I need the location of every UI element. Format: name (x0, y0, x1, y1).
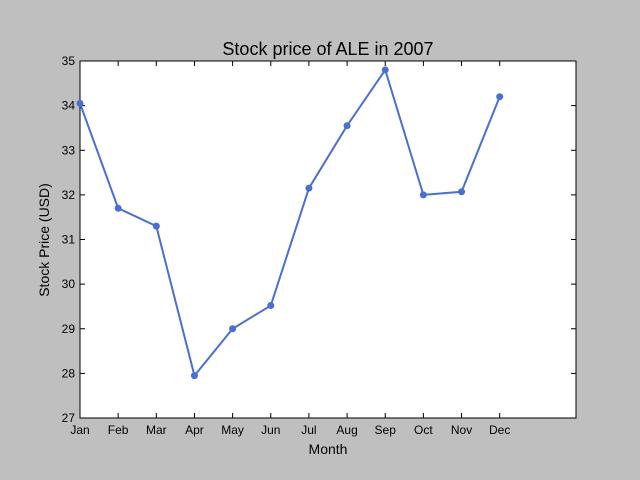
x-tick-label: Apr (185, 423, 204, 437)
x-tick-label: May (221, 423, 244, 437)
series-layer (76, 66, 504, 380)
data-point-feb (114, 204, 122, 212)
y-tick-label: 31 (62, 233, 76, 247)
x-tick-label: Jun (261, 423, 280, 437)
chart-title: Stock price of ALE in 2007 (222, 39, 433, 59)
x-tick-label: Jan (70, 423, 89, 437)
data-point-aug (343, 122, 351, 130)
x-tick-label: Sep (375, 423, 397, 437)
y-tick-label: 34 (62, 99, 76, 113)
y-tick-label: 30 (62, 277, 76, 291)
data-point-jun (267, 302, 275, 310)
x-tick-label: Aug (336, 423, 357, 437)
y-tick-label: 35 (62, 54, 76, 68)
data-point-jul (305, 184, 313, 192)
x-tick-label: Feb (108, 423, 129, 437)
x-tick-label: Dec (489, 423, 510, 437)
data-point-dec (496, 93, 504, 101)
x-axis-label: Month (309, 441, 348, 457)
series-line (79, 68, 501, 377)
data-point-jan (76, 99, 84, 107)
data-point-may (229, 325, 237, 333)
data-point-sep (381, 66, 389, 74)
y-tick-label: 29 (62, 322, 76, 336)
data-point-mar (152, 222, 160, 230)
x-tick-label: Oct (414, 423, 433, 437)
y-tick-label: 28 (62, 366, 76, 380)
data-point-oct (419, 191, 427, 199)
y-axis-label: Stock Price (USD) (36, 183, 52, 297)
plot-area (79, 60, 577, 419)
x-axis: Jan Feb Mar Apr May Jun Jul Aug Sep Oct Nov Dec (70, 61, 510, 437)
x-tick-label: Nov (451, 423, 472, 437)
x-tick-label: Mar (146, 423, 167, 437)
y-tick-label: 33 (62, 143, 76, 157)
x-tick-label: Jul (301, 423, 316, 437)
y-tick-label: 27 (62, 411, 76, 425)
y-axis: 27 28 29 30 31 32 33 34 35 (62, 54, 576, 425)
data-point-apr (190, 372, 198, 380)
y-tick-label: 32 (62, 188, 76, 202)
data-point-nov (458, 188, 466, 196)
